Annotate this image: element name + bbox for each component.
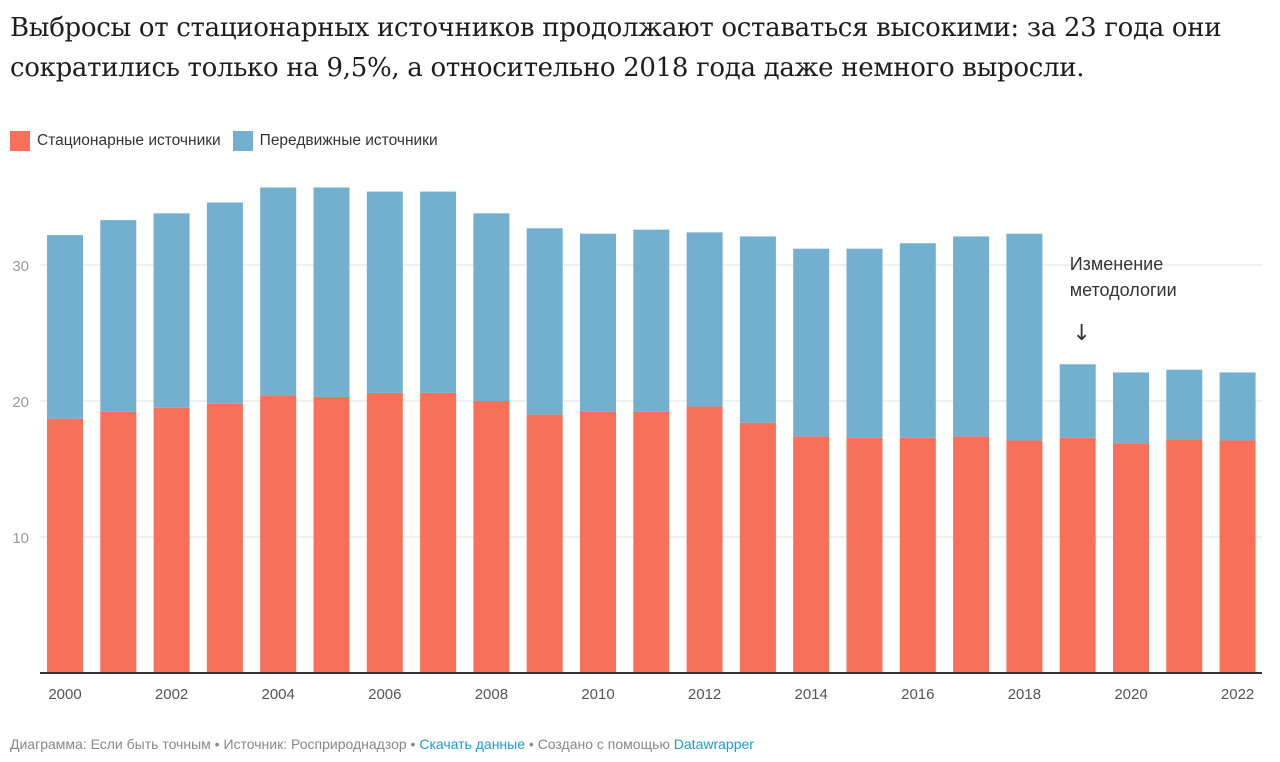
separator: • (210, 736, 224, 752)
legend-label: Стационарные источники (37, 132, 221, 149)
bar-stationary-2004 (260, 395, 297, 673)
x-tick-label: 2002 (155, 686, 188, 703)
bar-stationary-2005 (313, 396, 350, 673)
x-tick-label: 2004 (262, 686, 295, 703)
bar-mobile-2008 (473, 213, 510, 401)
x-tick-label: 2014 (795, 686, 828, 703)
bar-stationary-2013 (739, 422, 776, 673)
footer: Диаграмма: Если быть точным • Источник: … (10, 736, 754, 752)
bar-mobile-2022 (1219, 372, 1256, 441)
y-tick-label: 20 (12, 394, 29, 411)
x-tick-label: 2010 (581, 686, 614, 703)
annotation-arrow-icon: ↓ (1072, 321, 1090, 346)
bar-stationary-2007 (420, 392, 457, 673)
bar-stationary-2006 (366, 392, 403, 673)
download-data-link[interactable]: Скачать данные (419, 736, 525, 752)
bar-mobile-2002 (153, 213, 190, 408)
bar-mobile-2018 (1006, 233, 1043, 441)
bar-mobile-2000 (47, 235, 83, 419)
x-tick-label: 2016 (901, 686, 934, 703)
bar-stationary-2016 (899, 437, 936, 673)
bar-mobile-2019 (1059, 364, 1096, 438)
bar-mobile-2017 (953, 236, 990, 437)
x-tick-label: 2006 (368, 686, 401, 703)
chart-title: Выбросы от стационарных источников продо… (10, 13, 1222, 83)
bar-stationary-2001 (100, 411, 137, 673)
legend-item-mobile: Передвижные источники (232, 131, 438, 151)
y-tick-label: 10 (12, 530, 29, 547)
bar-mobile-2021 (1166, 369, 1203, 440)
bar-stationary-2022 (1219, 440, 1256, 673)
separator: • (525, 736, 538, 752)
bar-mobile-2013 (739, 236, 776, 423)
bar-mobile-2003 (206, 202, 243, 404)
legend-swatch-mobile (232, 131, 253, 151)
x-tick-label: 2018 (1008, 686, 1041, 703)
footer-chart-by: Диаграмма: Если быть точным (10, 736, 211, 752)
bar-stationary-2017 (953, 436, 990, 673)
bar-mobile-2004 (260, 187, 297, 396)
bar-stationary-2021 (1166, 439, 1203, 673)
bar-mobile-2007 (420, 191, 457, 393)
legend-label: Передвижные источники (259, 132, 438, 149)
x-tick-label: 2022 (1221, 686, 1254, 703)
y-tick-label: 30 (12, 258, 29, 275)
bar-mobile-2012 (686, 232, 723, 407)
bar-mobile-2011 (633, 229, 670, 412)
bar-mobile-2009 (526, 228, 563, 415)
bar-mobile-2014 (793, 248, 830, 437)
bar-mobile-2020 (1113, 372, 1149, 444)
x-tick-label: 2012 (688, 686, 721, 703)
bar-mobile-2010 (580, 233, 616, 412)
bar-stationary-2014 (793, 436, 830, 673)
footer-source: Источник: Росприроднадзор (223, 736, 407, 752)
separator: • (406, 736, 420, 752)
bar-mobile-2015 (846, 248, 883, 438)
bar-stationary-2020 (1113, 443, 1149, 673)
bar-stationary-2015 (846, 437, 883, 673)
legend: Стационарные источники Передвижные источ… (10, 131, 438, 151)
x-tick-label: 2020 (1114, 686, 1147, 703)
bar-stationary-2003 (206, 403, 243, 673)
legend-item-stationary: Стационарные источники (10, 131, 221, 151)
bar-stationary-2000 (47, 418, 83, 673)
bar-stationary-2008 (473, 401, 510, 673)
bar-mobile-2005 (313, 187, 350, 397)
bar-stationary-2010 (580, 411, 616, 673)
bar-stationary-2019 (1059, 437, 1096, 673)
bar-stationary-2011 (633, 411, 670, 673)
datawrapper-link[interactable]: Datawrapper (673, 736, 754, 752)
annotation-text: Изменение (1070, 254, 1164, 274)
bar-mobile-2006 (366, 191, 403, 393)
bar-mobile-2016 (899, 243, 936, 438)
annotation-text: методологии (1070, 280, 1177, 300)
bar-stationary-2012 (686, 406, 723, 673)
legend-swatch-stationary (10, 131, 30, 151)
footer-created-with: Создано с помощью (537, 736, 670, 752)
bar-mobile-2001 (100, 220, 137, 412)
x-tick-label: 2008 (475, 686, 508, 703)
bar-stationary-2002 (153, 407, 190, 673)
bar-stationary-2018 (1006, 440, 1043, 673)
bar-stationary-2009 (526, 414, 563, 673)
x-tick-label: 2000 (48, 686, 81, 703)
